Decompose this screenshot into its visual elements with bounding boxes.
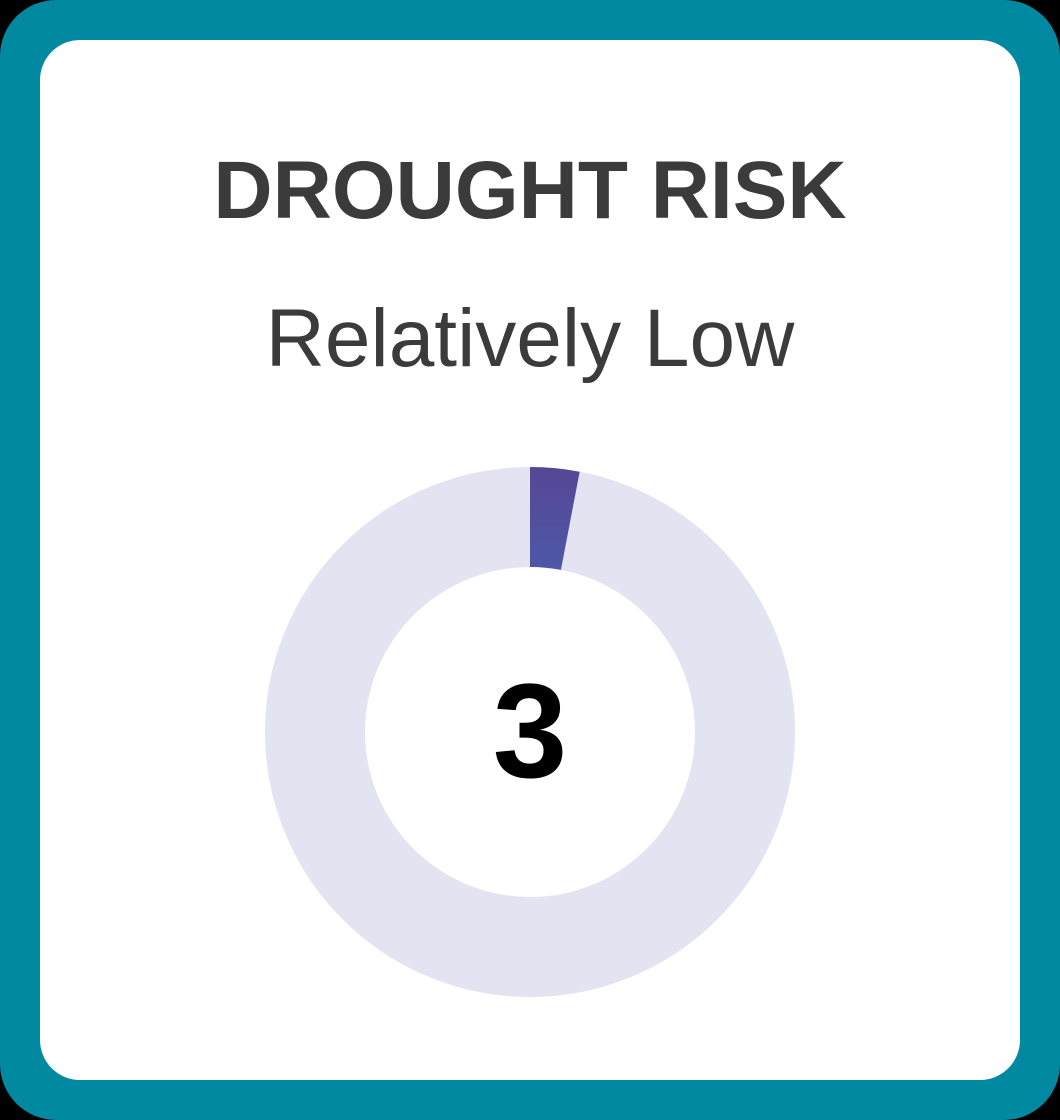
gauge-value-segment bbox=[528, 467, 580, 571]
donut-chart-svg bbox=[265, 467, 795, 997]
drought-risk-card: DROUGHT RISK Relatively Low 3 bbox=[40, 40, 1020, 1080]
card-title: DROUGHT RISK bbox=[213, 145, 847, 236]
risk-score-value: 3 bbox=[492, 657, 568, 806]
risk-gauge-donut: 3 bbox=[265, 467, 795, 997]
risk-rating-label: Relatively Low bbox=[265, 293, 795, 384]
